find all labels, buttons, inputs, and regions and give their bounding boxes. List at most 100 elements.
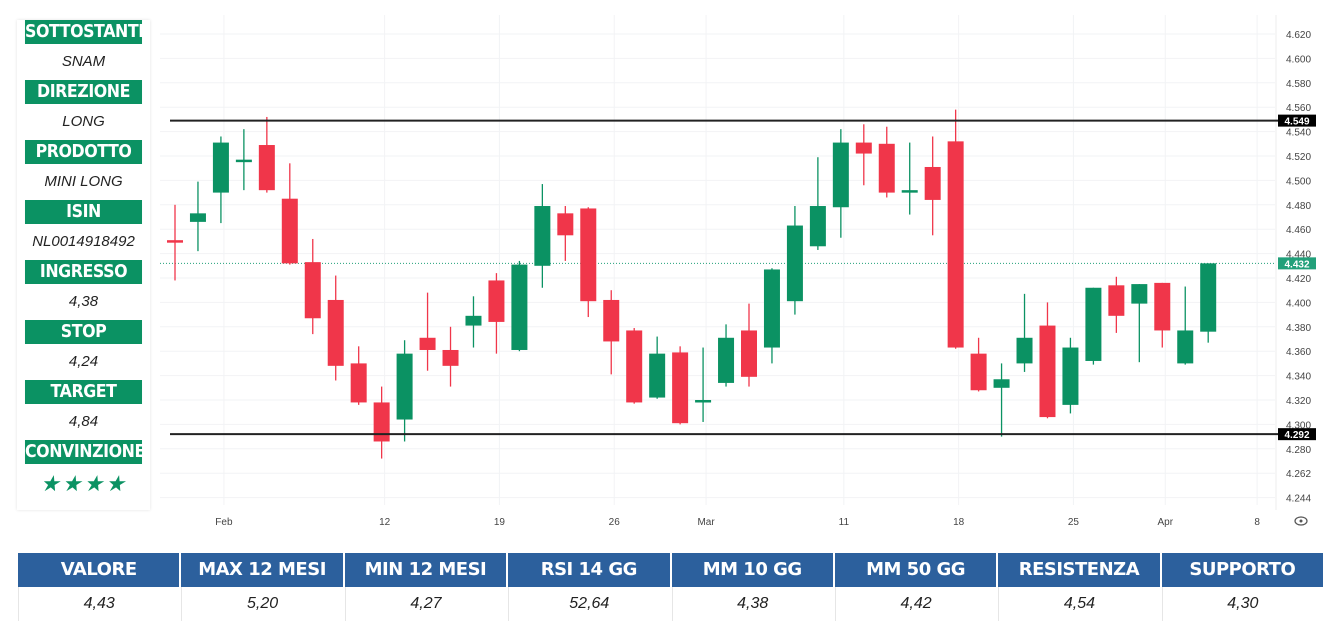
x-tick-label: 8 <box>1254 517 1260 528</box>
candle-down <box>741 330 757 377</box>
candle-up <box>189 213 206 222</box>
candle-up <box>1016 337 1033 364</box>
table-cell: 4,42 <box>834 587 996 621</box>
panel-value-direzione: LONG <box>62 113 105 130</box>
y-tick-label: 4.340 <box>1286 372 1311 383</box>
y-tick-label: 4.460 <box>1286 225 1311 236</box>
candle-up <box>1085 287 1102 361</box>
panel-label-target: TARGET <box>24 380 143 404</box>
y-tick-label: 4.500 <box>1286 176 1311 187</box>
x-tick-label: 12 <box>379 517 391 528</box>
candle-up <box>511 264 528 350</box>
candle-down <box>419 337 436 350</box>
candle-up <box>534 206 551 266</box>
price-label-box <box>1278 114 1316 127</box>
candle-down <box>258 145 275 191</box>
y-tick-label: 4.420 <box>1286 274 1311 285</box>
candle-up <box>235 159 252 163</box>
candle-down <box>373 402 390 442</box>
panel-label-direzione: DIREZIONE <box>24 80 143 104</box>
candle-up <box>832 142 849 208</box>
candle-down <box>304 262 321 319</box>
price-label: 4.549 <box>1284 117 1309 128</box>
y-tick-label: 4.280 <box>1286 445 1311 456</box>
candlestick-chart: 4.620 4.600 4.580 4.560 4.540 4.520 4.500 4.480… <box>160 15 1316 528</box>
panel-label-prodotto: PRODOTTO <box>24 140 143 164</box>
table-cell: 4,54 <box>998 587 1159 621</box>
candle-down <box>626 330 643 403</box>
y-tick-label: 4.380 <box>1286 323 1311 334</box>
candle-up <box>809 206 826 247</box>
panel-label-sottostante: SOTTOSTANTE <box>24 20 149 44</box>
candle-down <box>878 143 895 193</box>
candle-down <box>1154 282 1171 331</box>
candle-down <box>855 142 872 154</box>
y-tick-label: 4.580 <box>1286 79 1311 90</box>
candle-down <box>281 198 298 264</box>
table-cell: 4,43 <box>18 587 179 621</box>
candle-down <box>557 213 574 236</box>
candle-up <box>465 315 482 326</box>
trade-info-panel: SOTTOSTANTE SNAM DIREZIONE LONG PRODOTTO MINI… <box>17 20 150 510</box>
y-tick-label: 4.244 <box>1286 494 1311 505</box>
table-header: RSI 14 GG <box>508 553 670 587</box>
table-header: MIN 12 MESI <box>344 553 507 587</box>
panel-value-stop: 4,24 <box>68 353 99 370</box>
candle-down <box>1039 325 1056 418</box>
indicators-table: VALORE MAX 12 MESI MIN 12 MESI RSI 14 GG MM … <box>18 553 1323 621</box>
candle-up <box>1200 263 1217 332</box>
x-tick-label: 26 <box>609 517 621 528</box>
y-tick-label: 4.320 <box>1286 396 1311 407</box>
y-tick-label: 4.520 <box>1286 152 1311 163</box>
y-tick-label: 4.440 <box>1286 250 1311 261</box>
table-cell: 4,38 <box>671 587 833 621</box>
x-tick-label: 19 <box>494 517 506 528</box>
y-tick-label: 4.620 <box>1286 30 1311 41</box>
table-header: SUPPORTO <box>1161 553 1323 587</box>
x-tick-label: 11 <box>839 517 850 528</box>
panel-label-convinzione: CONVINZIONE <box>24 440 145 464</box>
table-header: MM 50 GG <box>834 553 997 587</box>
y-tick-label: 4.480 <box>1286 201 1311 212</box>
candle-up <box>993 379 1010 388</box>
y-tick-label: 4.560 <box>1286 103 1311 114</box>
table-cell: 52,64 <box>508 587 669 621</box>
y-tick-label: 4.300 <box>1286 420 1311 431</box>
y-tick-label: 4.262 <box>1286 469 1311 480</box>
candle-up <box>718 337 735 383</box>
panel-value-ingresso: 4,38 <box>68 293 99 310</box>
table-cell: 4,27 <box>344 587 506 621</box>
candle-down <box>442 349 459 366</box>
table-header: MM 10 GG <box>671 553 833 587</box>
eye-icon[interactable] <box>1294 516 1308 526</box>
y-tick-label: 4.400 <box>1286 298 1311 309</box>
candle-down <box>672 352 689 424</box>
panel-label-isin: ISIN <box>24 200 143 224</box>
candle-up <box>763 269 780 348</box>
candle-up <box>649 353 666 398</box>
candle-down <box>947 141 964 348</box>
last-price-label-box <box>1278 257 1316 270</box>
candle-down <box>488 280 505 322</box>
candle-down <box>970 353 987 391</box>
x-tick-label: 25 <box>1068 517 1080 528</box>
candle-up <box>396 353 413 420</box>
candle-down <box>327 299 344 366</box>
conviction-stars-icon: ★★★★ <box>40 471 127 496</box>
candle-down <box>167 240 183 243</box>
candle-down <box>603 299 620 342</box>
panel-value-isin: NL0014918492 <box>32 233 135 250</box>
y-tick-label: 4.600 <box>1286 54 1311 65</box>
x-tick-label: 18 <box>953 517 965 528</box>
candle-down <box>1108 285 1125 316</box>
candle-down <box>350 363 367 403</box>
candle-up <box>1177 330 1194 364</box>
x-tick-label: Apr <box>1157 517 1173 528</box>
candle-up <box>1131 284 1148 304</box>
panel-label-ingresso: INGRESSO <box>24 260 143 284</box>
candle-up <box>901 190 918 193</box>
candle-up <box>786 225 803 302</box>
x-tick-label: Feb <box>215 517 233 528</box>
table-cell: 5,20 <box>181 587 342 621</box>
y-tick-label: 4.540 <box>1286 128 1311 139</box>
